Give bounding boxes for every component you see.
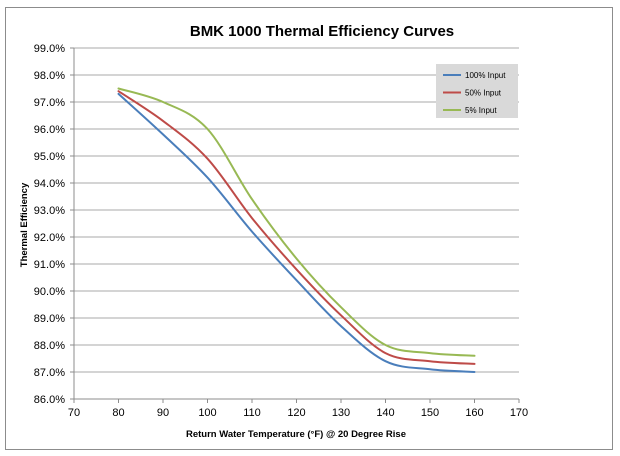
x-tick-label: 90: [157, 407, 169, 419]
x-axis-title: Return Water Temperature (°F) @ 20 Degre…: [186, 429, 406, 440]
axes: [70, 47, 520, 403]
series-line-0: [117, 92, 476, 373]
y-axis-title: Thermal Efficiency: [19, 182, 30, 267]
legend-label: 5% Input: [465, 106, 497, 115]
x-tick-label: 170: [510, 407, 528, 419]
x-tick-label: 160: [465, 407, 483, 419]
y-tick-label: 87.0%: [34, 367, 65, 379]
y-tick-label: 86.0%: [34, 394, 65, 406]
x-tick-label: 120: [287, 407, 305, 419]
x-tick-label: 140: [376, 407, 394, 419]
x-tick-label: 100: [198, 407, 216, 419]
y-tick-label: 92.0%: [34, 232, 65, 244]
series-line-1: [117, 90, 476, 365]
y-tick-label: 98.0%: [34, 70, 65, 82]
y-tick-label: 99.0%: [34, 43, 65, 55]
y-tick-label: 94.0%: [34, 178, 65, 190]
y-tick-label: 93.0%: [34, 205, 65, 217]
legend: 100% Input 50% Input 5% Input: [436, 64, 518, 118]
y-tick-label: 96.0%: [34, 124, 65, 136]
y-tick-label: 95.0%: [34, 151, 65, 163]
series-lines: [117, 87, 476, 373]
legend-label: 100% Input: [465, 71, 506, 80]
y-tick-label: 89.0%: [34, 313, 65, 325]
x-tick-label: 130: [332, 407, 350, 419]
x-tick-label: 150: [421, 407, 439, 419]
y-tick-label: 90.0%: [34, 286, 65, 298]
tick-labels: 70 80 90 100 110 120 130 140 150 160 170 86.0% 87.0%…: [34, 43, 528, 419]
y-tick-label: 91.0%: [34, 259, 65, 271]
x-tick-label: 110: [243, 407, 261, 419]
y-tick-label: 88.0%: [34, 340, 65, 352]
legend-label: 50% Input: [465, 89, 502, 98]
x-tick-label: 80: [112, 407, 124, 419]
x-tick-label: 70: [68, 407, 80, 419]
chart-title: BMK 1000 Thermal Efficiency Curves: [190, 23, 454, 40]
series-line-2: [117, 87, 476, 357]
y-tick-label: 97.0%: [34, 97, 65, 109]
